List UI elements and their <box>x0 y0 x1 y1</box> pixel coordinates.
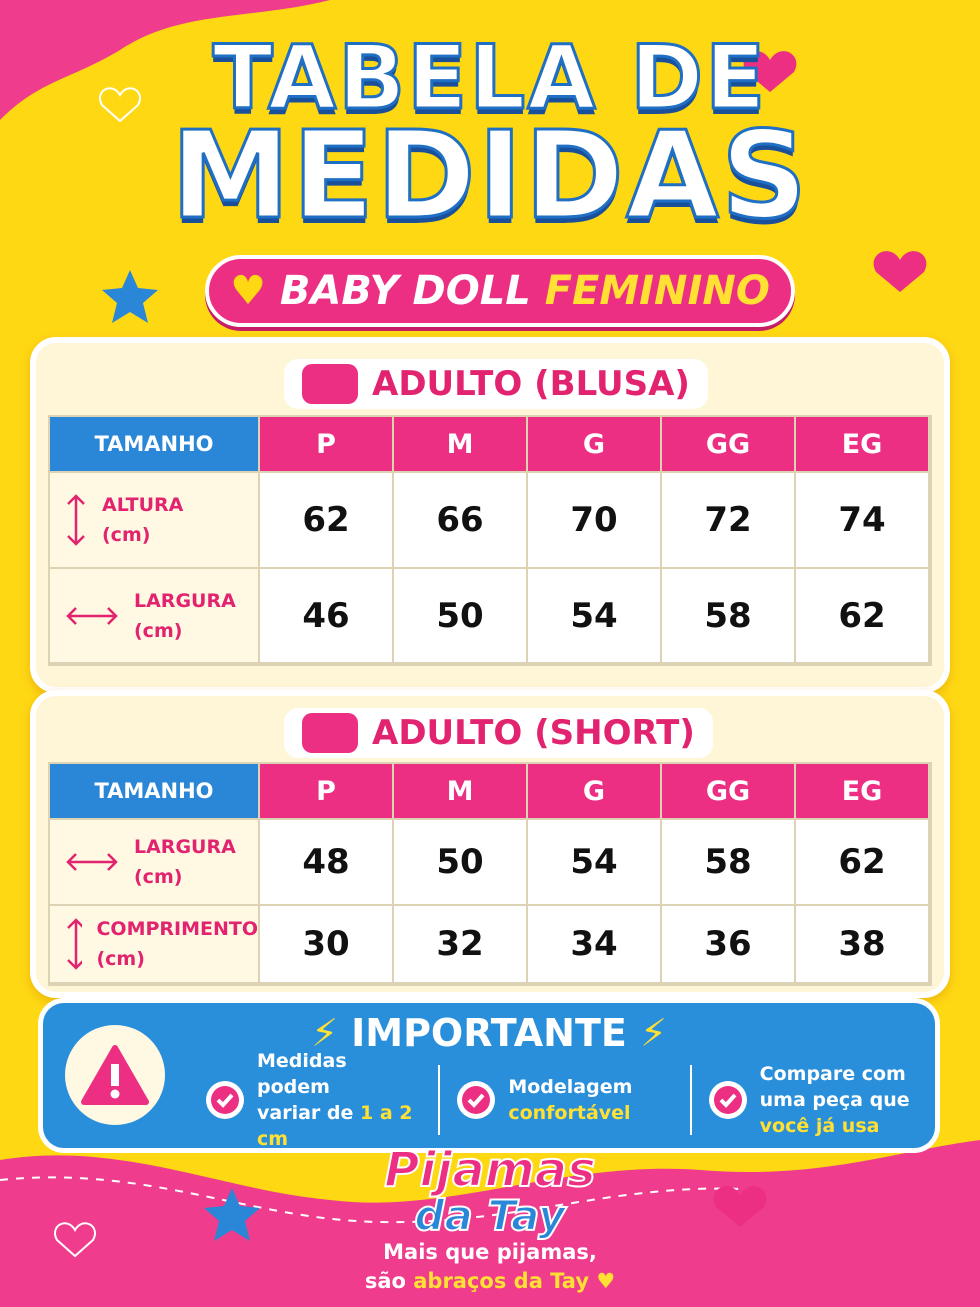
text-line: você já usa <box>760 1113 910 1139</box>
text: Medidas podem <box>257 1050 347 1098</box>
header-cell: G <box>528 417 662 473</box>
text: Modelagem <box>508 1076 633 1098</box>
cell-value: 66 <box>394 473 528 569</box>
header-cell: G <box>528 764 662 820</box>
size-table: TAMANHO P M G GG EG LARGURA (cm) 48 50 54 58 62 COMPR… <box>48 762 932 986</box>
row-label-text: ALTURA (cm) <box>102 490 183 550</box>
cell-value: 36 <box>662 906 796 984</box>
cell-value: 74 <box>796 473 930 569</box>
cell-value: 30 <box>260 906 394 984</box>
tagline-line: são abraços da Tay ♥ <box>364 1269 616 1293</box>
tagline: Mais que pijamas, são abraços da Tay ♥ <box>0 1238 980 1296</box>
row-label-text: COMPRIMENTO (cm) <box>96 914 258 974</box>
text: Mais que pijamas, <box>383 1240 597 1264</box>
important-item: Modelagem confortável <box>438 1065 671 1135</box>
cell-value: 70 <box>528 473 662 569</box>
header-cell: M <box>394 764 528 820</box>
row-label-name: COMPRIMENTO <box>96 918 258 940</box>
important-item-text: Modelagem confortável <box>508 1074 632 1126</box>
section-title-text: ADULTO (BLUSA) <box>372 364 690 404</box>
cell-value: 50 <box>394 569 528 664</box>
cell-value: 32 <box>394 906 528 984</box>
table-panel: ADULTO (SHORT) TAMANHO P M G GG EG LARGURA (cm) 4… <box>30 690 950 998</box>
text-line: Medidas podem <box>257 1048 420 1100</box>
section-title: ADULTO (SHORT) <box>284 708 713 758</box>
cell-value: 46 <box>260 569 394 664</box>
row-label-name: LARGURA <box>134 836 236 858</box>
header-cell: EG <box>796 764 930 820</box>
header-cell: EG <box>796 417 930 473</box>
subtitle-highlight: FEMININO <box>544 268 770 314</box>
header-cell: TAMANHO <box>50 417 260 473</box>
row-label-name: ALTURA <box>102 494 184 516</box>
cell-value: 34 <box>528 906 662 984</box>
important-item: Medidas podem variar de 1 a 2 cm <box>203 1050 420 1150</box>
text: uma peça que <box>759 1089 910 1111</box>
brand-line-1: Pijamas <box>383 1142 596 1198</box>
brand-line-2: da Tay <box>413 1191 566 1240</box>
header-cell: TAMANHO <box>50 764 260 820</box>
cell-value: 72 <box>662 473 796 569</box>
cell-value: 58 <box>662 569 796 664</box>
text: Compare com <box>759 1063 906 1085</box>
cell-value: 54 <box>528 569 662 664</box>
header-cell: M <box>394 417 528 473</box>
row-label-unit: (cm) <box>102 524 151 546</box>
important-box: ⚡ IMPORTANTE ⚡ Medidas podem variar de 1 … <box>38 998 940 1153</box>
row-label-text: LARGURA (cm) <box>134 586 236 646</box>
cell-value: 62 <box>260 473 394 569</box>
text-line: confortável <box>508 1100 632 1126</box>
row-label-name: LARGURA <box>134 589 236 612</box>
important-item-text: Medidas podem variar de 1 a 2 cm <box>257 1048 420 1152</box>
row-label: LARGURA (cm) <box>50 569 260 664</box>
table-panel: ADULTO (BLUSA) TAMANHO P M G GG EG ALTURA (cm) 62… <box>30 337 950 693</box>
title-line-2: MEDIDAS <box>169 107 810 246</box>
warning-icon <box>65 1025 165 1125</box>
row-label-text: LARGURA (cm) <box>134 832 236 892</box>
cell-value: 62 <box>796 569 930 664</box>
important-item: Compare com uma peça que você já usa <box>689 1063 923 1137</box>
subtitle-text: BABY DOLL <box>279 268 531 314</box>
cell-value: 58 <box>662 820 796 906</box>
important-title-text: IMPORTANTE <box>351 1011 627 1055</box>
text-line: Modelagem <box>508 1074 632 1100</box>
row-label-unit: (cm) <box>96 948 145 970</box>
important-items: Medidas podem variar de 1 a 2 cm Modelagem… <box>203 1050 923 1150</box>
text-line: Compare com <box>760 1061 910 1087</box>
row-label-unit: (cm) <box>134 866 183 888</box>
text: variar de <box>257 1102 354 1124</box>
row-label: ALTURA (cm) <box>50 473 260 569</box>
brand: Pijamas da Tay <box>0 1142 980 1240</box>
subtitle: ♥ BABY DOLL FEMININO ♥ <box>205 255 795 378</box>
row-label-unit: (cm) <box>134 619 183 642</box>
size-table: TAMANHO P M G GG EG ALTURA (cm) 62 66 70 72 74 LARGUR… <box>48 415 932 666</box>
text: são <box>364 1269 406 1293</box>
important-item-text: Compare com uma peça que você já usa <box>760 1061 910 1139</box>
cell-value: 48 <box>260 820 394 906</box>
text-line: variar de 1 a 2 cm <box>257 1100 420 1152</box>
row-label: COMPRIMENTO (cm) <box>50 906 260 984</box>
tagline-line: Mais que pijamas, <box>0 1238 980 1267</box>
cell-value: 50 <box>394 820 528 906</box>
header-cell: P <box>260 417 394 473</box>
section-title: ADULTO (BLUSA) <box>284 359 708 409</box>
cell-value: 54 <box>528 820 662 906</box>
text-line: uma peça que <box>760 1087 910 1113</box>
section-title-text: ADULTO (SHORT) <box>372 713 695 753</box>
header-cell: GG <box>662 417 796 473</box>
highlight: abraços da Tay <box>413 1269 590 1293</box>
cell-value: 38 <box>796 906 930 984</box>
highlight: você já usa <box>759 1115 880 1137</box>
highlight: confortável <box>508 1102 631 1124</box>
header-cell: P <box>260 764 394 820</box>
important-title: ⚡ IMPORTANTE ⚡ <box>311 1011 667 1055</box>
title-line-1: TABELA DE <box>211 26 768 129</box>
highlight: 1 a 2 cm <box>257 1102 413 1150</box>
cell-value: 62 <box>796 820 930 906</box>
header-cell: GG <box>662 764 796 820</box>
row-label: LARGURA (cm) <box>50 820 260 906</box>
